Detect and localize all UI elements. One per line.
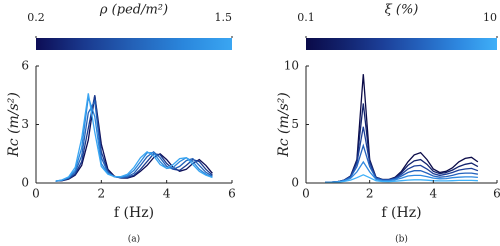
- colorbar-label: ξ (%): [385, 3, 419, 18]
- y-axis-label: Rc (m/s²): [276, 92, 292, 158]
- x-tick-label: 0: [302, 187, 310, 201]
- y-tick-label: 0: [21, 176, 29, 190]
- caption: (a): [128, 234, 140, 245]
- series-line: [55, 95, 213, 182]
- y-tick-label: 0: [291, 176, 299, 190]
- y-axis-label: Rc (m/s²): [6, 92, 22, 158]
- y-tick-label: 10: [284, 59, 299, 73]
- y-tick-label: 6: [21, 59, 29, 73]
- x-tick-label: 6: [493, 187, 500, 201]
- series-line: [55, 93, 213, 182]
- x-tick-label: 4: [163, 187, 171, 201]
- series-line: [55, 95, 213, 182]
- series-line: [325, 143, 479, 184]
- caption: (b): [395, 234, 408, 245]
- colorbar: [306, 38, 497, 50]
- y-tick-label: 3: [21, 117, 29, 131]
- series-line: [325, 174, 478, 184]
- x-axis-label: f (Hz): [114, 205, 154, 221]
- x-tick-label: 2: [366, 187, 374, 201]
- x-tick-label: 4: [430, 187, 438, 201]
- y-tick-label: 5: [291, 117, 299, 131]
- colorbar-tick-label: 10: [483, 11, 497, 24]
- series-line: [325, 74, 479, 184]
- x-tick-label: 6: [228, 187, 236, 201]
- colorbar-label: ρ (ped/m²): [99, 3, 168, 18]
- colorbar-tick-label: 1.5: [215, 11, 233, 24]
- series-line: [55, 99, 213, 182]
- x-tick-label: 0: [32, 187, 40, 201]
- x-axis-label: f (Hz): [381, 205, 421, 221]
- x-tick-label: 2: [98, 187, 106, 201]
- colorbar: [36, 38, 232, 50]
- series-line: [325, 160, 478, 184]
- colorbar-tick-label: 0.2: [27, 11, 45, 24]
- colorbar-tick-label: 0.1: [297, 11, 315, 24]
